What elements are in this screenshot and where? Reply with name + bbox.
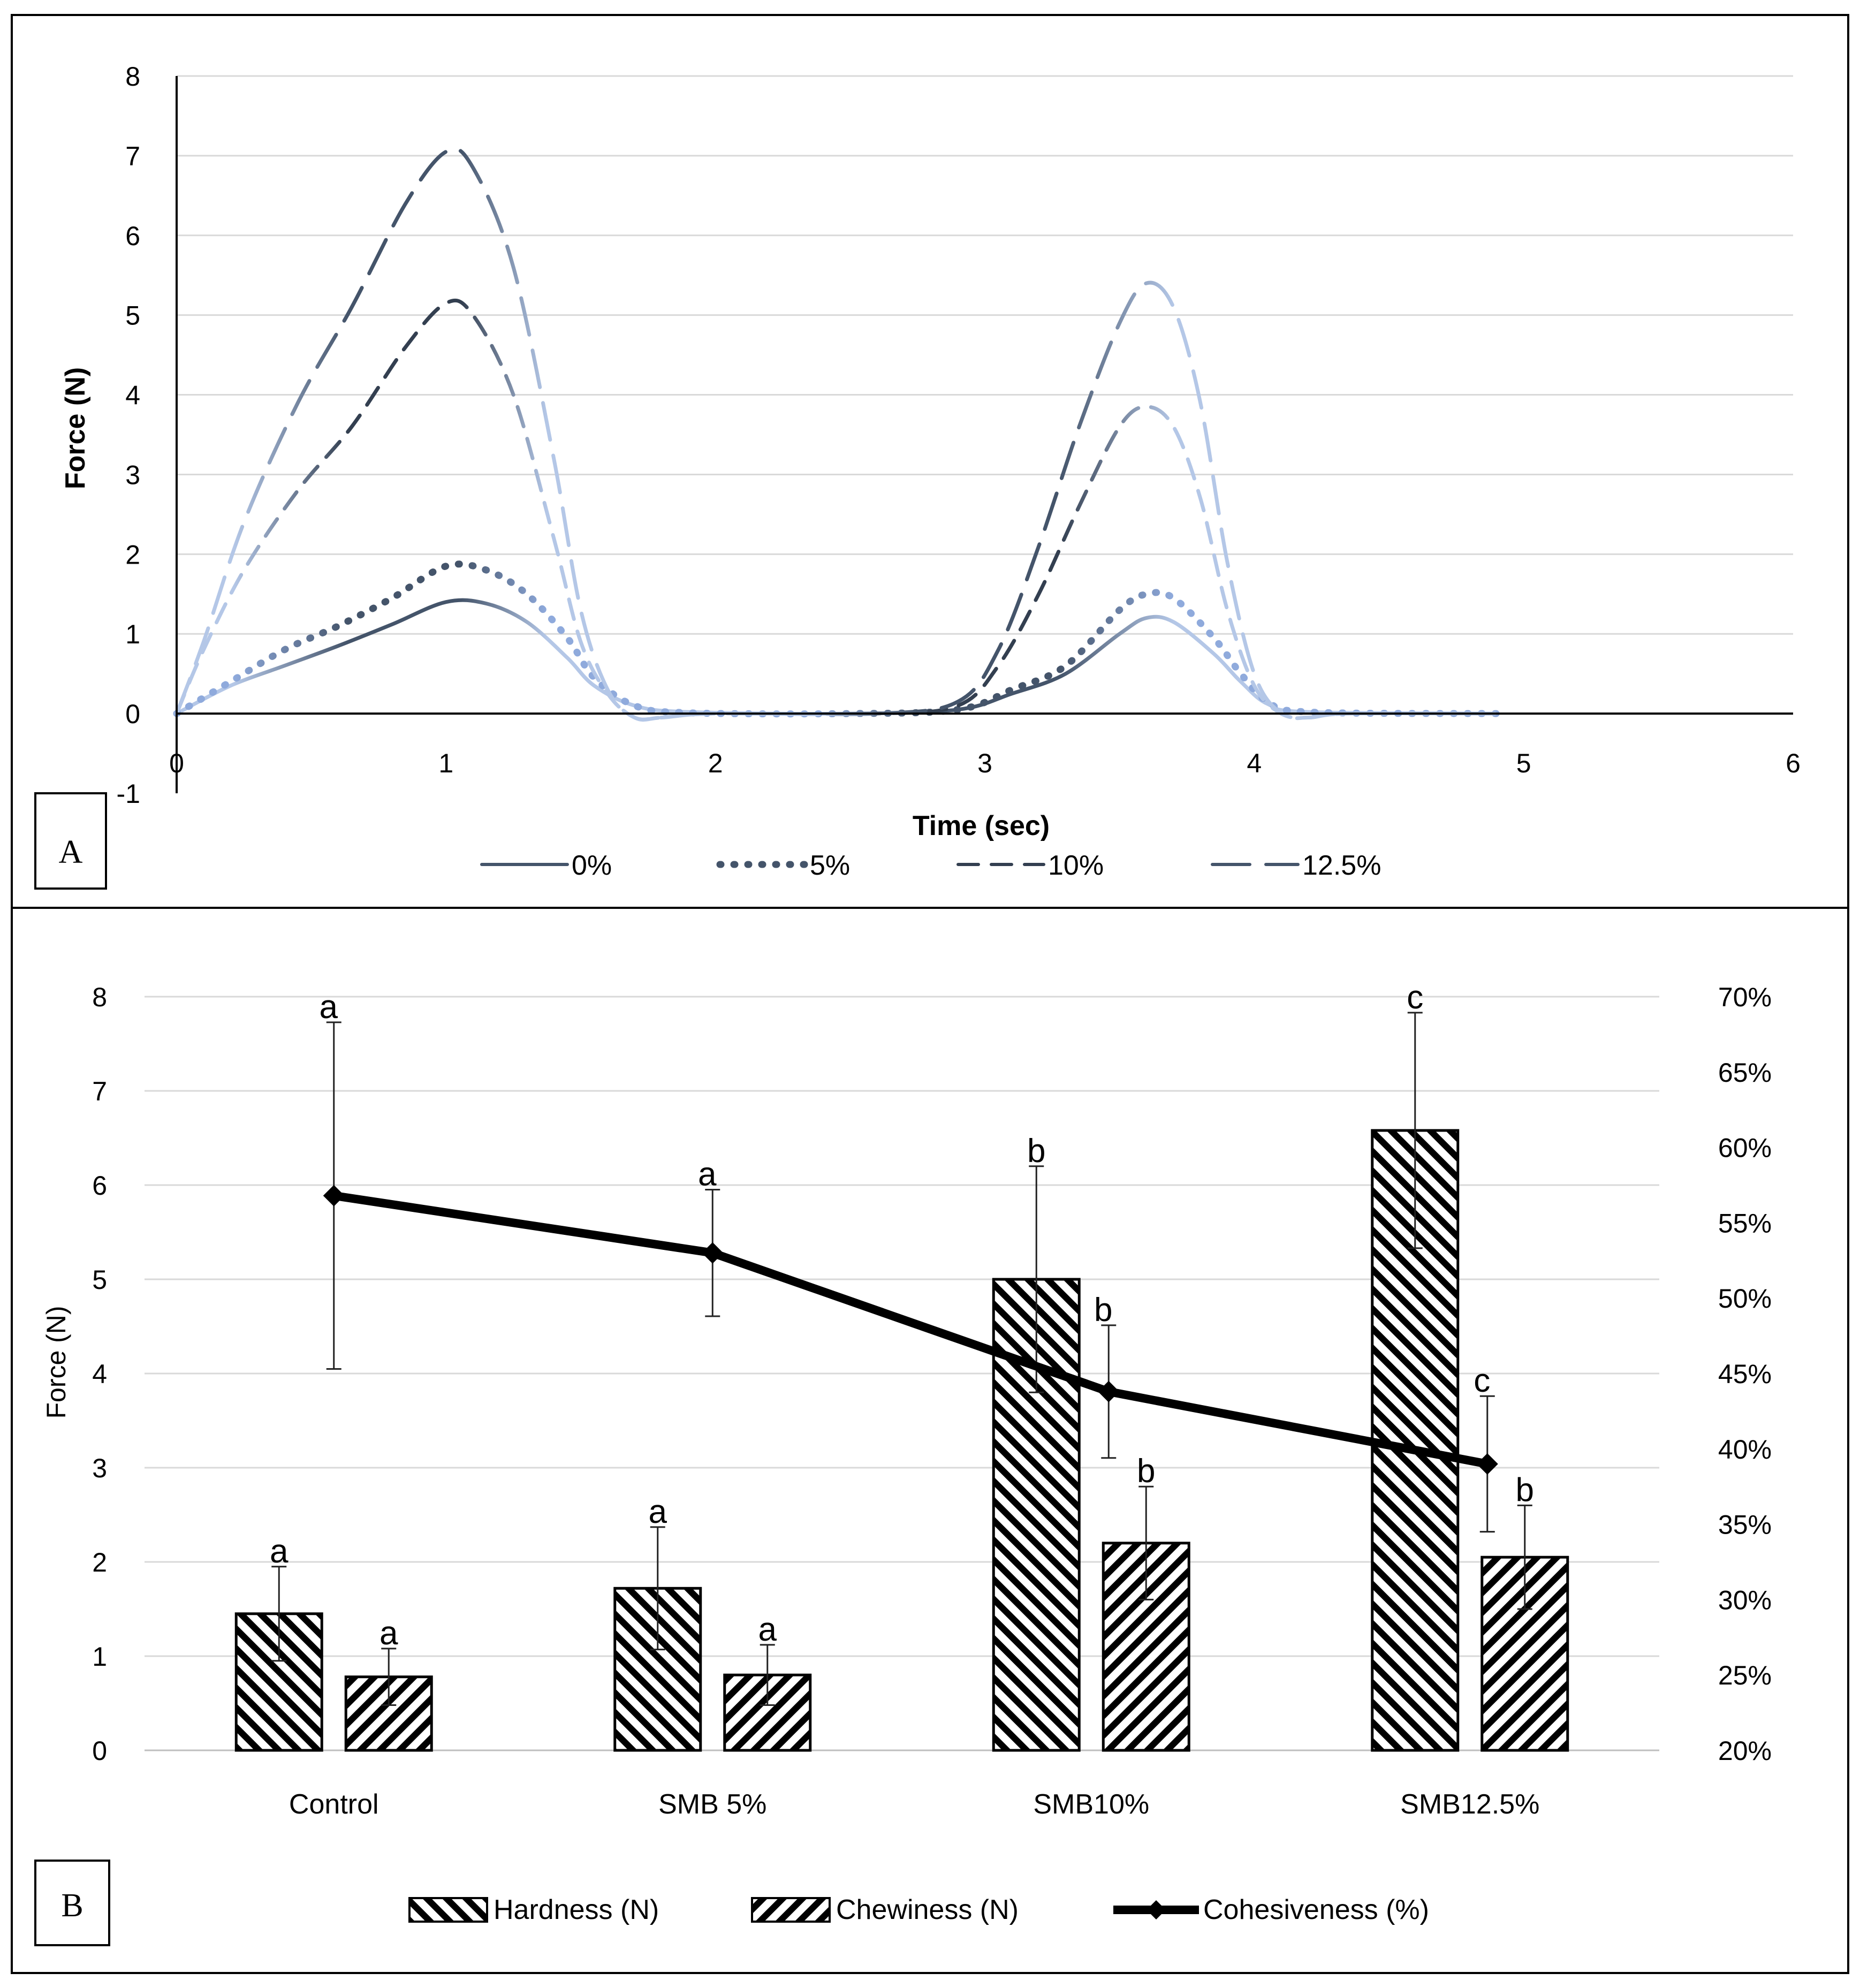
significance-letter: a bbox=[270, 1533, 289, 1570]
panel-b-y-tick-label: 0 bbox=[92, 1736, 107, 1766]
panel-a-y-tick-label: 0 bbox=[125, 699, 140, 729]
panel-a-x-tick-label: 5 bbox=[1516, 748, 1531, 778]
panel-a-y-tick-label: 2 bbox=[125, 540, 140, 570]
panel-b-y-axis-title: Force (N) bbox=[41, 1306, 71, 1418]
legend-label: 0% bbox=[572, 850, 612, 881]
significance-letter: b bbox=[1027, 1133, 1045, 1170]
panel-b-y-tick-label: 8 bbox=[92, 982, 107, 1012]
panel-a-x-tick-label: 4 bbox=[1247, 748, 1262, 778]
legend-swatch-hardness bbox=[408, 1897, 488, 1923]
panel-a-gridlines bbox=[177, 75, 1793, 635]
panel-b-y-tick-label: 6 bbox=[92, 1171, 107, 1201]
panel-b-y2-tick-label: 25% bbox=[1718, 1660, 1772, 1690]
panel-b-y2-tick-label: 50% bbox=[1718, 1284, 1772, 1314]
legend-label: 10% bbox=[1048, 850, 1104, 881]
panel-b-category-labels: Control SMB 5% SMB10% SMB12.5% bbox=[289, 1789, 1539, 1820]
panel-a-x-tick-labels: 0 1 2 3 4 5 6 bbox=[169, 748, 1801, 778]
panel-a-label-box bbox=[34, 792, 107, 890]
panel-b-y2-tick-label: 70% bbox=[1718, 982, 1772, 1012]
series-line-0pct bbox=[174, 598, 1499, 716]
panel-a-y-axis-title: Force (N) bbox=[60, 367, 91, 489]
panel-b-y-tick-label: 4 bbox=[92, 1359, 107, 1389]
panel-a-axes bbox=[176, 76, 1793, 793]
legend-marker-cohesiveness bbox=[1147, 1900, 1166, 1919]
significance-letter: a bbox=[320, 989, 338, 1026]
panel-b-frame bbox=[11, 907, 1849, 1974]
panel-b-y2-tick-label: 65% bbox=[1718, 1058, 1772, 1088]
panel-b-error-bars bbox=[271, 1012, 1532, 1706]
series-line-5pct bbox=[173, 560, 1500, 718]
panel-b-y-tick-label: 2 bbox=[92, 1547, 107, 1577]
panel-b-label-box bbox=[34, 1860, 110, 1946]
legend-label: Hardness (N) bbox=[494, 1894, 659, 1925]
panel-a-y-tick-label: 6 bbox=[125, 221, 140, 251]
panel-b-category-label: SMB12.5% bbox=[1400, 1789, 1539, 1820]
panel-a-chart: -1 0 1 2 3 4 5 6 7 8 0 1 2 3 4 5 6 Force (N) Time (sec)… bbox=[34, 62, 1801, 890]
panel-b-y-tick-label: 1 bbox=[92, 1642, 107, 1672]
chewiness-bar-1 bbox=[723, 1673, 812, 1752]
panel-b-y2-tick-label: 20% bbox=[1718, 1736, 1772, 1766]
panel-b-y2-tick-label: 60% bbox=[1718, 1133, 1772, 1163]
panel-a-y-tick-label: 1 bbox=[125, 619, 140, 649]
significance-letter: c bbox=[1407, 979, 1423, 1016]
cohesiveness-marker-3 bbox=[1476, 1453, 1498, 1475]
panel-a-y-tick-label: 5 bbox=[125, 301, 140, 331]
panel-b-cohesiveness-line bbox=[323, 1185, 1498, 1475]
panel-b-y-tick-label: 7 bbox=[92, 1076, 107, 1106]
legend-swatch-chewiness bbox=[751, 1897, 831, 1923]
panel-b-category-label: SMB 5% bbox=[658, 1789, 766, 1820]
significance-letter: a bbox=[698, 1156, 717, 1193]
cohesiveness-marker-0 bbox=[323, 1185, 345, 1207]
panel-a-x-tick-label: 6 bbox=[1786, 748, 1801, 778]
panel-a-label: A bbox=[59, 834, 83, 870]
panel-a-y-tick-label: 8 bbox=[125, 62, 140, 92]
cohesiveness-marker-2 bbox=[1098, 1380, 1120, 1402]
panel-b-y2-tick-label: 40% bbox=[1718, 1435, 1772, 1465]
panel-b-y-tick-label: 3 bbox=[92, 1453, 107, 1483]
panel-a-y-tick-label: 4 bbox=[125, 381, 140, 411]
significance-letter: c bbox=[1474, 1362, 1490, 1399]
panel-a-x-tick-label: 2 bbox=[708, 748, 723, 778]
legend-label: Cohesiveness (%) bbox=[1203, 1894, 1429, 1925]
significance-letter: a bbox=[758, 1611, 777, 1648]
panel-b-legend: Hardness (N) Chewiness (N) Cohesiveness (%… bbox=[408, 1894, 1429, 1925]
cohesiveness-line bbox=[333, 1191, 1489, 1468]
panel-b-category-label: SMB10% bbox=[1033, 1789, 1149, 1820]
legend-label: 12.5% bbox=[1302, 850, 1381, 881]
significance-letter: b bbox=[1516, 1471, 1534, 1508]
panel-b-y-tick-label: 5 bbox=[92, 1265, 107, 1295]
panel-b-y2-tick-label: 45% bbox=[1718, 1359, 1772, 1389]
panel-a-x-axis-title: Time (sec) bbox=[913, 810, 1050, 841]
panel-a-y-tick-labels: -1 0 1 2 3 4 5 6 7 8 bbox=[117, 62, 140, 809]
series-line-10pct bbox=[174, 298, 1499, 722]
panel-a-y-tick-label: 7 bbox=[125, 141, 140, 171]
significance-letter: a bbox=[649, 1493, 667, 1530]
cohesiveness-marker-1 bbox=[702, 1242, 724, 1264]
significance-letter: b bbox=[1137, 1453, 1155, 1490]
panel-a-x-tick-label: 1 bbox=[438, 748, 453, 778]
panel-a-legend: 0% 5% 10% 12.5% bbox=[480, 850, 1381, 881]
panel-b-significance-letters: a a b c a a b b a a b c bbox=[270, 979, 1534, 1652]
panel-b-y-tick-labels: 0 1 2 3 4 5 6 7 8 bbox=[92, 982, 107, 1766]
panel-b-y2-tick-label: 35% bbox=[1718, 1510, 1772, 1540]
legend-label: Chewiness (N) bbox=[836, 1894, 1019, 1925]
panel-a-frame bbox=[11, 14, 1849, 909]
panel-b-label: B bbox=[61, 1887, 83, 1924]
panel-a-x-tick-label: 3 bbox=[977, 748, 992, 778]
legend-label: 5% bbox=[810, 850, 850, 881]
panel-a-y-tick-label: -1 bbox=[117, 779, 140, 809]
hardness-bar-1 bbox=[613, 1587, 702, 1752]
panel-b-y2-tick-labels: 20% 25% 30% 35% 40% 45% 50% 55% 60% 65% 70% bbox=[1718, 982, 1772, 1766]
panel-b-chart: a a b c a a b b a a b c 0 1 2 3 4 5 6 7 8 20% 25% 30% 35% 40% 45… bbox=[34, 979, 1772, 1946]
significance-letter: a bbox=[379, 1615, 398, 1652]
panel-a-x-tick-label: 0 bbox=[169, 748, 184, 778]
panel-b-category-label: Control bbox=[289, 1789, 379, 1820]
panel-a-y-tick-label: 3 bbox=[125, 460, 140, 490]
panel-b-y2-tick-label: 30% bbox=[1718, 1585, 1772, 1615]
significance-letter: b bbox=[1094, 1292, 1112, 1329]
panel-b-y2-tick-label: 55% bbox=[1718, 1208, 1772, 1238]
